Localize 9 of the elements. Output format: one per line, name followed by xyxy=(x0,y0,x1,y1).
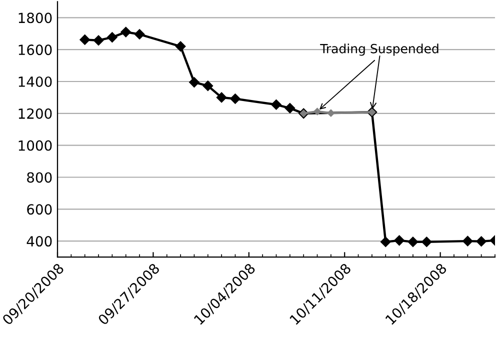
annotation: Trading Suspended xyxy=(320,44,438,56)
y-tick-label: 1800 xyxy=(18,12,52,24)
y-tick-label: 1000 xyxy=(18,140,52,151)
y-tick-label: 600 xyxy=(27,204,52,215)
y-tick-label: 1400 xyxy=(18,76,52,87)
y-tick-label: 800 xyxy=(27,172,52,183)
y-tick-label: 400 xyxy=(26,236,52,247)
y-tick-label: 1200 xyxy=(18,108,52,119)
y-tick-label: 1600 xyxy=(18,44,52,56)
